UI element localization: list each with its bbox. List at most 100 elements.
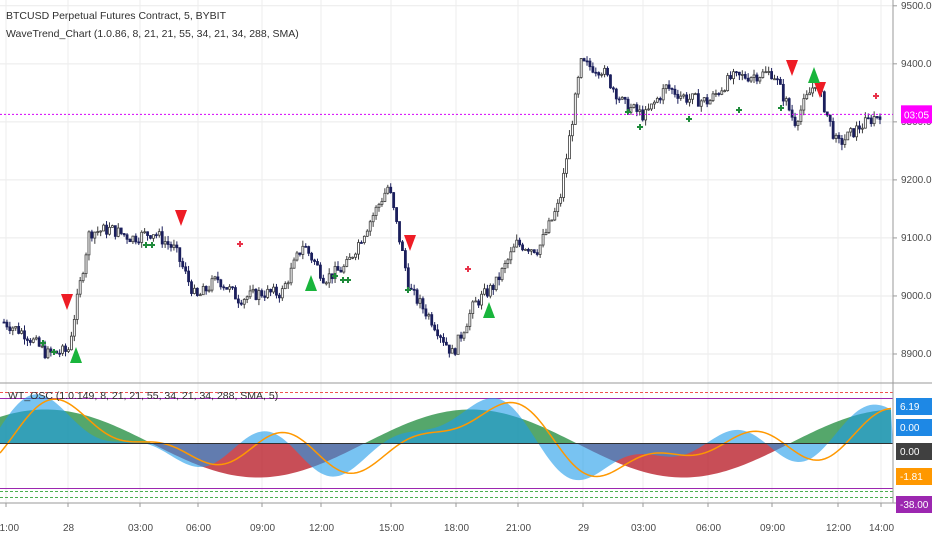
candle-body xyxy=(720,90,724,95)
candle-body xyxy=(78,280,82,295)
candle-body xyxy=(324,282,328,285)
candle-body xyxy=(23,330,26,340)
candle-body xyxy=(184,266,188,272)
candle-body xyxy=(383,192,387,202)
candle-body xyxy=(96,231,100,233)
candle-body xyxy=(568,135,571,160)
money-flow-negative xyxy=(765,443,768,456)
candle-body xyxy=(26,338,29,341)
candle-body xyxy=(611,87,615,90)
candle-body xyxy=(553,211,557,221)
price-tick-label: 8900.00 xyxy=(901,349,932,360)
candle-body xyxy=(512,246,516,253)
candle-body xyxy=(49,348,53,353)
candle-body xyxy=(761,71,765,78)
money-flow-positive xyxy=(540,425,543,444)
candle-body xyxy=(216,276,220,281)
time-tick-label: 14:00 xyxy=(869,523,894,534)
money-flow-negative xyxy=(747,443,750,464)
candle-body xyxy=(822,91,826,113)
candle-body xyxy=(729,75,732,80)
candle-body xyxy=(532,249,536,254)
candle-body xyxy=(342,265,346,273)
candle-body xyxy=(702,97,706,102)
candle-body xyxy=(541,234,545,246)
money-flow-negative xyxy=(270,443,273,477)
buy-triangle xyxy=(305,275,317,291)
money-flow-positive xyxy=(99,419,102,444)
time-tick-label: 09:00 xyxy=(250,523,275,534)
candle-body xyxy=(69,335,73,351)
candle-body xyxy=(737,71,741,76)
money-flow-negative xyxy=(246,443,249,478)
candle-body xyxy=(20,330,23,334)
candle-body xyxy=(667,84,671,89)
candle-body xyxy=(348,256,352,260)
candle-body xyxy=(573,93,577,125)
candle-body xyxy=(664,84,668,90)
money-flow-negative xyxy=(267,443,270,478)
candle-body xyxy=(773,78,776,81)
candle-body xyxy=(61,345,64,354)
candle-body xyxy=(717,93,721,95)
candle-body xyxy=(225,287,229,290)
candle-body xyxy=(37,337,41,347)
candle-body xyxy=(846,131,850,141)
oscillator-pane xyxy=(0,392,893,498)
indicator-legend[interactable]: WaveTrend_Chart (1.0.86, 8, 21, 21, 55, … xyxy=(6,28,299,40)
candle-body xyxy=(160,231,164,245)
candle-body xyxy=(609,74,612,89)
candle-body xyxy=(275,286,278,296)
candle-body xyxy=(365,230,369,237)
candle-body xyxy=(746,77,750,82)
money-flow-negative xyxy=(705,443,708,476)
candle-body xyxy=(190,281,193,294)
candle-body xyxy=(787,98,791,111)
candle-body xyxy=(131,235,135,243)
oscillator-legend[interactable]: WT_OSC (1.0.149, 8, 21, 21, 55, 34, 21, … xyxy=(8,390,279,402)
candle-body xyxy=(412,288,416,291)
candle-body xyxy=(450,348,454,354)
candle-body xyxy=(108,226,111,235)
money-flow-negative xyxy=(708,443,711,476)
candle-body xyxy=(696,93,700,107)
candle-body xyxy=(650,103,653,110)
money-flow-negative xyxy=(240,443,243,477)
money-flow-positive xyxy=(105,421,108,444)
candle-body xyxy=(424,308,428,317)
candle-body xyxy=(474,300,478,303)
money-flow-negative xyxy=(243,443,246,477)
candle-body xyxy=(289,267,293,284)
money-flow-negative xyxy=(276,443,279,477)
candle-body xyxy=(778,79,782,85)
candle-body xyxy=(623,96,627,100)
candle-body xyxy=(442,337,445,343)
candle-body xyxy=(673,88,677,95)
candle-body xyxy=(614,88,618,100)
candle-body xyxy=(550,219,554,222)
buy-triangle xyxy=(483,302,495,318)
candle-body xyxy=(436,329,440,337)
money-flow-negative xyxy=(726,443,729,471)
candle-body xyxy=(421,298,425,310)
money-flow-positive xyxy=(126,430,129,444)
money-flow-positive xyxy=(543,427,546,444)
money-flow-negative xyxy=(696,443,699,477)
money-flow-positive xyxy=(810,431,813,444)
time-tick-label: 09:00 xyxy=(760,523,785,534)
candle-body xyxy=(462,332,466,339)
candle-body xyxy=(374,206,378,216)
candle-body xyxy=(688,98,691,103)
current-price-badge xyxy=(901,105,932,124)
symbol-title[interactable]: BTCUSD Perpetual Futures Contract, 5, BY… xyxy=(6,10,226,22)
money-flow-positive xyxy=(381,433,384,444)
candle-body xyxy=(849,128,853,133)
candle-body xyxy=(582,58,586,62)
axes: 9500.009400.009300.009200.009100.009000.… xyxy=(0,0,932,534)
candle-body xyxy=(477,300,481,306)
candle-body xyxy=(676,93,680,99)
candle-body xyxy=(793,116,797,126)
candle-body xyxy=(620,96,624,100)
candle-body xyxy=(193,287,196,294)
